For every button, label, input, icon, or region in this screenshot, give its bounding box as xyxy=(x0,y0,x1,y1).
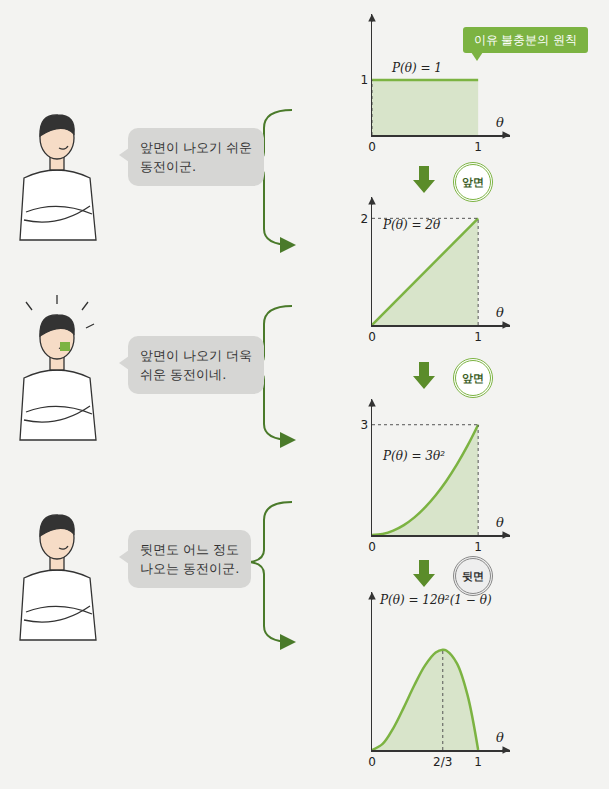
svg-text:1: 1 xyxy=(474,330,482,344)
svg-text:0: 0 xyxy=(368,755,376,769)
html-text:앞면: 앞면 xyxy=(462,175,484,189)
svg-text:P(θ) = 1: P(θ) = 1 xyxy=(391,61,442,75)
html-text:앞면: 앞면 xyxy=(462,371,484,385)
svg-text:1: 1 xyxy=(474,140,482,154)
svg-text:0: 0 xyxy=(368,140,376,154)
svg-text:3: 3 xyxy=(360,418,368,432)
svg-text:θ: θ xyxy=(496,305,504,320)
html-text:앞면이 나오기 쉬운 동전이군.: 앞면이 나오기 쉬운 동전이군. xyxy=(140,140,253,174)
svg-text:θ: θ xyxy=(496,115,504,130)
svg-text:θ: θ xyxy=(496,515,504,530)
svg-text:1: 1 xyxy=(360,73,368,87)
html-text:이유 불충분의 원칙: 이유 불충분의 원칙 xyxy=(473,32,578,47)
svg-text:1: 1 xyxy=(474,540,482,554)
svg-text:0: 0 xyxy=(368,540,376,554)
html-text:뒷면도 어느 정도 나오는 동전이군.: 뒷면도 어느 정도 나오는 동전이군. xyxy=(140,542,240,576)
svg-text:0: 0 xyxy=(368,330,376,344)
svg-text:P(θ) = 3θ²: P(θ) = 3θ² xyxy=(382,449,445,463)
html-text:앞면이 나오기 더욱 쉬운 동전이네.: 앞면이 나오기 더욱 쉬운 동전이네. xyxy=(140,348,253,382)
svg-text:2/3: 2/3 xyxy=(433,755,452,769)
svg-text:2: 2 xyxy=(360,212,368,226)
svg-text:P(θ) = 12θ²(1 − θ): P(θ) = 12θ²(1 − θ) xyxy=(379,593,492,607)
html-text:뒷면: 뒷면 xyxy=(462,569,484,583)
svg-text:θ: θ xyxy=(496,730,504,745)
svg-text:1: 1 xyxy=(474,755,482,769)
svg-text:P(θ) = 2θ: P(θ) = 2θ xyxy=(382,218,441,232)
